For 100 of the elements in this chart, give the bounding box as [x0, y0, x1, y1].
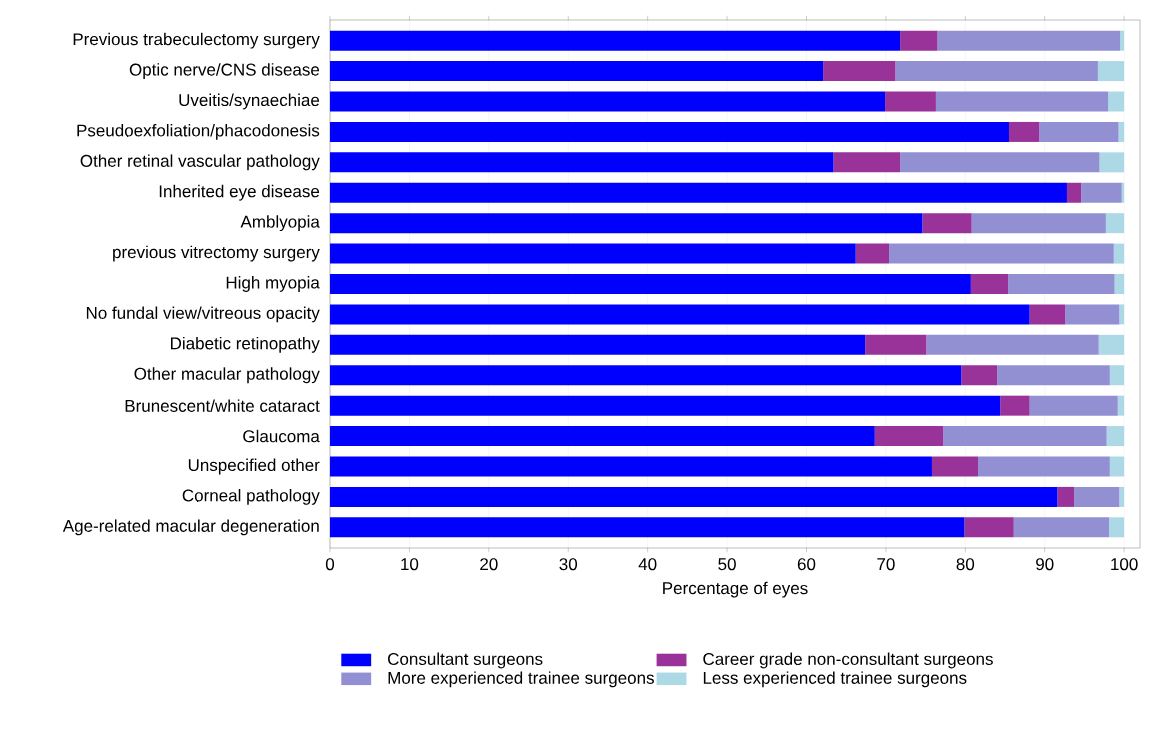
x-tick-label: 20	[480, 558, 498, 571]
bar	[1074, 486, 1120, 507]
bar	[1081, 182, 1122, 203]
bar	[1008, 274, 1115, 295]
bar	[1098, 334, 1125, 355]
y-tick-label: Diabetic retinopathy	[171, 336, 320, 353]
bar	[931, 456, 979, 477]
bar	[1008, 121, 1040, 142]
bar	[926, 334, 1099, 355]
y-tick-label: previous vitrectomy surgery	[113, 245, 320, 262]
bar	[1105, 213, 1125, 234]
bar	[1109, 456, 1125, 477]
y-tick-label: Inherited eye disease	[159, 184, 320, 201]
bar	[943, 426, 1107, 447]
y-tick-label: Uveitis/synaechiae	[179, 93, 320, 110]
x-tick-label: 80	[956, 558, 975, 571]
y-tick-label: Glaucoma	[243, 429, 320, 443]
bar	[900, 152, 1100, 173]
bar	[330, 486, 1058, 507]
bar	[895, 61, 1098, 82]
bar	[964, 517, 1014, 538]
bar	[997, 365, 1110, 386]
y-tick-label: Optic nerve/CNS disease	[129, 63, 320, 80]
bar	[1109, 517, 1125, 538]
bar	[330, 61, 824, 82]
bar	[330, 456, 932, 477]
y-tick-label: Unspecified other	[188, 458, 320, 475]
bar	[1113, 243, 1125, 264]
bar	[330, 91, 886, 112]
y-tick-label: Age-related macular degeneration	[62, 519, 319, 536]
bar	[330, 121, 1009, 142]
bar	[889, 243, 1114, 264]
bar	[971, 213, 1106, 234]
bar	[1118, 121, 1125, 142]
legend-label: Less experienced trainee surgeons	[703, 671, 967, 688]
y-tick-label: Brunescent/white cataract	[125, 399, 320, 412]
x-tick-label: 30	[559, 558, 578, 571]
bar	[330, 426, 875, 447]
bar	[922, 213, 972, 234]
bar	[978, 456, 1110, 477]
x-tick-label: 40	[638, 558, 657, 571]
bar	[330, 274, 971, 295]
legend-label: More experienced trainee surgeons	[388, 671, 654, 688]
bar	[1109, 365, 1125, 386]
bar	[330, 152, 834, 173]
bar	[823, 61, 896, 82]
x-tick-label: 100	[1111, 558, 1138, 571]
legend-label: Consultant surgeons	[388, 652, 543, 669]
bar	[1117, 395, 1125, 416]
bar	[330, 243, 856, 264]
y-tick-label: Corneal pathology	[182, 488, 320, 505]
y-tick-label: Amblyopia	[240, 215, 320, 232]
bar	[330, 365, 962, 386]
bar	[1114, 274, 1125, 295]
y-tick-label: Other macular pathology	[134, 367, 320, 384]
bar	[1108, 91, 1125, 112]
bar	[330, 304, 1030, 325]
bar	[1057, 486, 1075, 507]
bar	[330, 334, 866, 355]
bar	[1000, 395, 1030, 416]
bar	[970, 274, 1009, 295]
bar	[330, 517, 965, 538]
bar	[1029, 304, 1066, 325]
bar	[937, 30, 1121, 51]
bar	[330, 213, 923, 234]
bar	[1119, 486, 1125, 507]
x-tick-label: 0	[325, 558, 335, 571]
y-tick-label: Previous trabeculectomy surgery	[73, 32, 320, 49]
y-tick-label: No fundal view/vitreous opacity	[86, 306, 320, 323]
bar	[1120, 30, 1125, 51]
x-tick-label: 10	[401, 558, 419, 571]
x-tick-label: 50	[718, 558, 736, 571]
bar	[1013, 517, 1110, 538]
bar	[1066, 182, 1082, 203]
bar	[865, 334, 927, 355]
y-tick-label: Other retinal vascular pathology	[80, 154, 320, 171]
bar	[1065, 304, 1120, 325]
bar	[1099, 152, 1125, 173]
bar	[1097, 61, 1125, 82]
bar	[961, 365, 998, 386]
bar	[1039, 121, 1119, 142]
bar	[885, 91, 936, 112]
y-tick-label: Pseudoexfoliation/phacodonesis	[77, 124, 320, 140]
bar	[1119, 304, 1125, 325]
x-tick-label: 70	[877, 558, 895, 571]
bar	[833, 152, 901, 173]
bar	[330, 395, 1001, 416]
bar	[1106, 426, 1125, 447]
bar	[330, 30, 901, 51]
bar	[935, 91, 1109, 112]
x-axis-title: Percentage of eyes	[663, 581, 808, 598]
x-tick-label: 60	[797, 558, 816, 571]
y-tick-label: High myopia	[226, 276, 320, 292]
legend-label: Career grade non-consultant surgeons	[703, 652, 993, 669]
bar	[330, 182, 1067, 203]
bar	[874, 426, 944, 447]
x-tick-label: 90	[1036, 558, 1054, 571]
bar	[900, 30, 938, 51]
bar	[1029, 395, 1118, 416]
bar	[855, 243, 890, 264]
